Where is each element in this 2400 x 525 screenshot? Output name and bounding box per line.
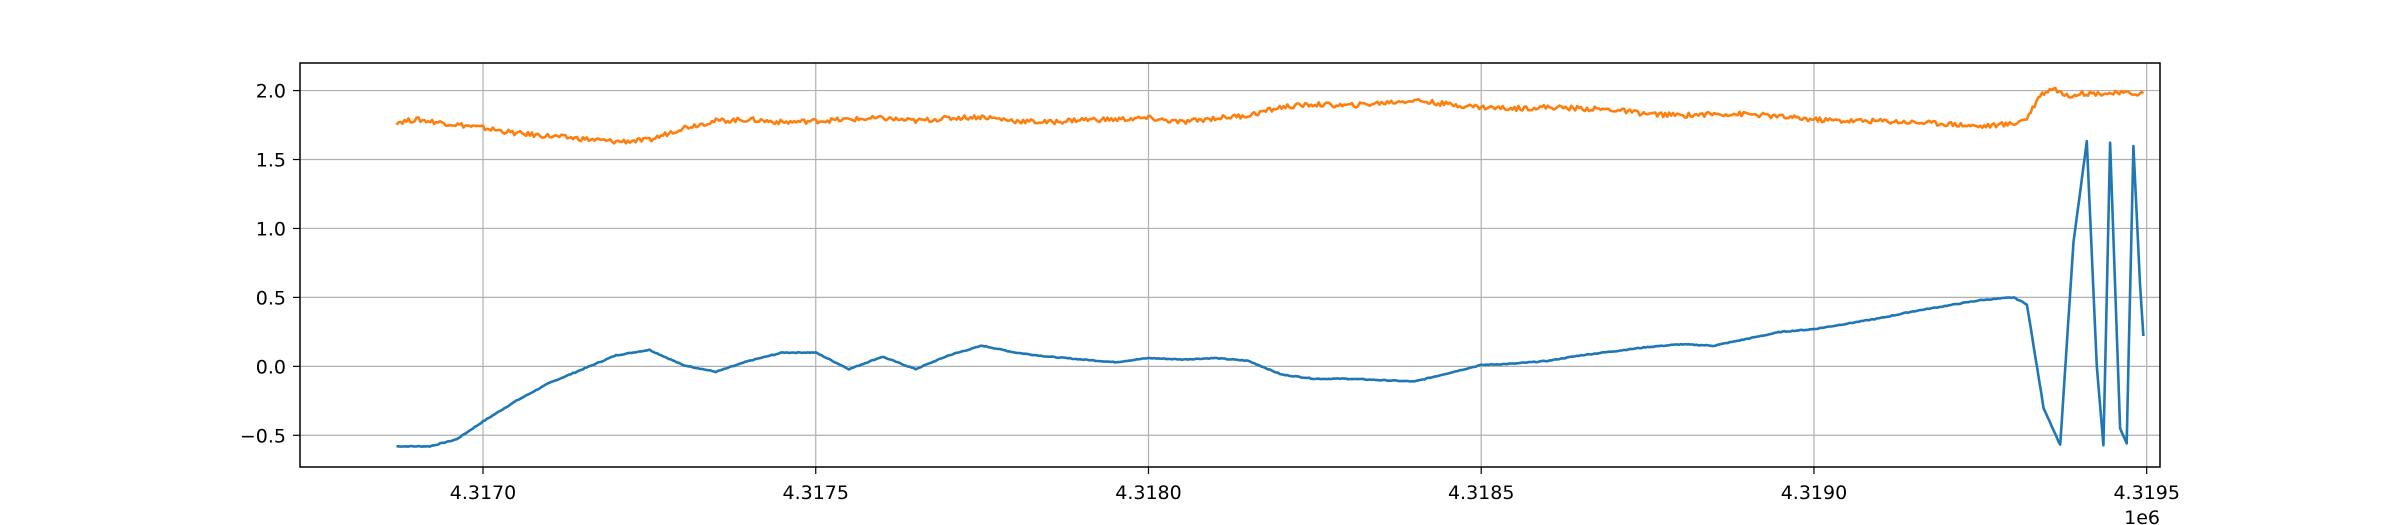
series-group <box>395 86 2145 448</box>
x-tick-label: 4.3175 <box>783 482 849 504</box>
y-tick-label: −0.5 <box>240 425 286 447</box>
x-axis: 4.3170 4.3175 4.3180 4.3185 4.3190 4.3195 <box>450 467 2180 504</box>
x-offset-label: 1e6 <box>2124 507 2160 525</box>
x-tick-label: 4.3180 <box>1115 482 1181 504</box>
y-tick-label: 2.0 <box>256 81 286 103</box>
plot-frame <box>299 62 2161 468</box>
series-line-2 <box>395 86 2145 145</box>
y-tick-label: 1.0 <box>256 218 286 240</box>
plot-background <box>300 63 2160 467</box>
x-tick-label: 4.3195 <box>2113 482 2179 504</box>
y-tick-label: 0.0 <box>256 356 286 378</box>
x-tick-label: 4.3185 <box>1448 482 1514 504</box>
grid-lines <box>300 63 2160 467</box>
y-tick-label: 1.5 <box>256 150 286 172</box>
y-tick-label: 0.5 <box>256 287 286 309</box>
y-axis: −0.5 0.0 0.5 1.0 1.5 2.0 <box>240 81 300 447</box>
x-tick-label: 4.3170 <box>450 482 516 504</box>
x-tick-label: 4.3190 <box>1781 482 1847 504</box>
series-line-1 <box>396 139 2145 448</box>
